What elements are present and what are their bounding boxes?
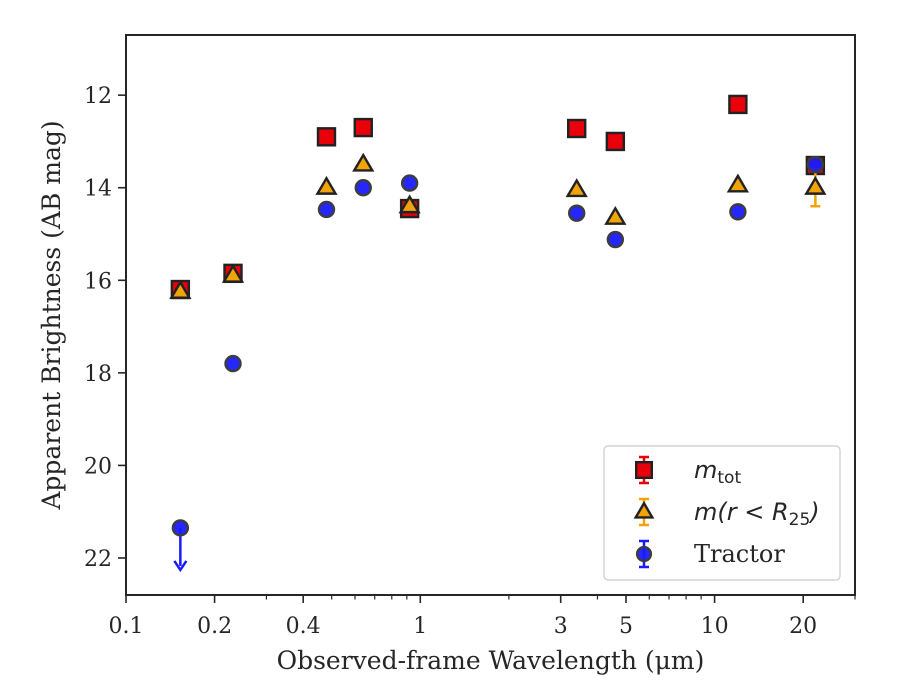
x-tick-label: 20 bbox=[789, 614, 817, 639]
y-tick-label: 20 bbox=[84, 454, 112, 479]
triangle-marker bbox=[169, 279, 192, 299]
circle-marker bbox=[171, 519, 190, 537]
circle-marker bbox=[729, 203, 747, 221]
series-mr25 bbox=[169, 152, 827, 299]
legend: mtot m(r < R25) Tractor bbox=[603, 445, 841, 581]
square-marker bbox=[353, 117, 373, 138]
y-tick-label: 12 bbox=[84, 84, 112, 109]
triangle-marker bbox=[352, 152, 375, 172]
y-tick-label: 22 bbox=[84, 547, 112, 572]
triangle-marker bbox=[221, 263, 245, 283]
triangle-marker bbox=[604, 205, 627, 225]
circle-marker bbox=[317, 200, 336, 219]
y-tick-label: 14 bbox=[84, 177, 112, 202]
legend-label: mtot bbox=[694, 456, 741, 488]
legend-label: m(r < R25) bbox=[694, 498, 820, 530]
triangle-marker bbox=[398, 194, 421, 214]
upper-limit-arrowhead bbox=[173, 560, 188, 573]
square-marker bbox=[605, 131, 626, 152]
circle-marker bbox=[400, 174, 419, 192]
x-tick-label: 10 bbox=[701, 614, 729, 639]
y-tick-label: 18 bbox=[84, 362, 112, 387]
y-axis: 12 14 16 18 20 22 bbox=[84, 84, 126, 572]
circle-marker bbox=[568, 204, 586, 222]
circle-marker bbox=[606, 230, 625, 249]
triangle-marker bbox=[726, 173, 750, 193]
triangle-marker bbox=[315, 175, 338, 195]
x-axis: 0.1 0.2 0.4 1 3 5 10 20 bbox=[109, 595, 856, 639]
triangle-marker bbox=[804, 175, 827, 195]
series-tractor bbox=[171, 155, 825, 573]
square-marker bbox=[728, 94, 748, 115]
x-tick-label: 0.2 bbox=[197, 614, 232, 639]
x-tick-label: 0.4 bbox=[286, 614, 321, 639]
x-axis-label: Observed-frame Wavelength (μm) bbox=[277, 646, 705, 675]
legend-entry-mtot: mtot bbox=[634, 455, 741, 488]
circle-marker bbox=[224, 354, 242, 373]
circle-marker bbox=[354, 179, 372, 197]
plot-marks bbox=[169, 94, 827, 573]
square-marker bbox=[567, 118, 587, 139]
series-mtot bbox=[170, 94, 826, 300]
x-tick-label: 0.1 bbox=[109, 614, 144, 639]
legend-box bbox=[603, 445, 841, 581]
square-marker bbox=[634, 460, 654, 480]
x-tick-label: 1 bbox=[413, 614, 427, 639]
circle-marker bbox=[806, 155, 825, 174]
y-axis-label: Apparent Brightness (AB mag) bbox=[37, 120, 66, 510]
square-marker bbox=[316, 127, 337, 147]
circle-marker bbox=[635, 545, 653, 563]
legend-label: Tractor bbox=[694, 540, 785, 568]
y-tick-label: 16 bbox=[84, 269, 112, 294]
x-tick-label: 3 bbox=[554, 614, 568, 639]
plot-frame bbox=[125, 34, 856, 596]
triangle-marker bbox=[565, 178, 588, 198]
x-tick-label: 5 bbox=[619, 614, 633, 639]
triangle-marker bbox=[633, 500, 655, 519]
legend-entry-tractor: Tractor bbox=[635, 539, 785, 569]
legend-entry-mr25: m(r < R25) bbox=[633, 497, 820, 530]
